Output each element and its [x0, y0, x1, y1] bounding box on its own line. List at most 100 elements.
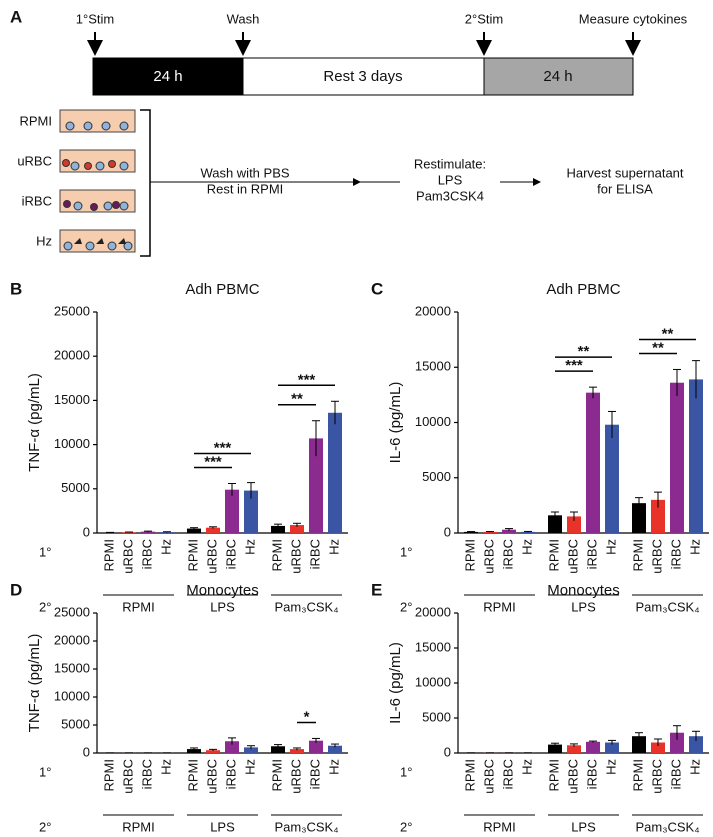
x-tick-label: RPMI: [630, 539, 645, 572]
phase-label: Rest 3 days: [323, 68, 402, 85]
group-label: LPS: [210, 599, 235, 614]
step-text: Restimulate:: [414, 156, 486, 171]
y-tick-label: 0: [444, 744, 451, 759]
x-tick-label: uRBC: [204, 759, 219, 794]
y-tick-label: 5000: [422, 709, 451, 724]
event-label: Wash: [227, 11, 260, 26]
x-tick-label: iRBC: [139, 539, 154, 569]
group-label: Pam₃CSK₄: [274, 599, 338, 614]
panel-label: C: [371, 279, 383, 298]
group-label: RPMI: [122, 819, 155, 834]
x-tick-label: iRBC: [223, 539, 238, 569]
step-text: Pam3CSK4: [416, 188, 484, 203]
y-tick-label: 20000: [415, 303, 451, 318]
bar: [651, 742, 665, 753]
chart-title: Monocytes: [186, 582, 259, 599]
y-tick-label: 15000: [415, 639, 451, 654]
y-tick-label: 10000: [54, 688, 90, 703]
event-label: Measure cytokines: [579, 11, 688, 26]
y-axis-label: IL-6 (pg/mL): [387, 642, 404, 724]
row-label: 2°: [39, 599, 51, 614]
panel-label: B: [10, 279, 22, 298]
bar: [271, 525, 285, 533]
bar: [225, 741, 239, 753]
event-arrows: [87, 32, 641, 56]
chart-title: Monocytes: [547, 582, 620, 599]
x-tick-label: Hz: [158, 759, 173, 775]
well-label: RPMI: [20, 113, 53, 128]
x-tick-label: RPMI: [101, 759, 116, 792]
schematic: A 1°Stim Wash 2°Stim Measure cytokines 2…: [10, 7, 688, 257]
significance-label: ***: [298, 371, 316, 388]
x-tick-label: Hz: [603, 759, 618, 775]
x-tick-label: iRBC: [223, 759, 238, 789]
bar: [187, 528, 201, 533]
x-tick-label: RPMI: [462, 759, 477, 792]
bar: [670, 382, 684, 533]
x-tick-label: RPMI: [185, 539, 200, 572]
bar: [244, 747, 258, 753]
bar: [632, 736, 646, 753]
x-tick-label: Hz: [242, 759, 257, 775]
bar: [206, 750, 220, 753]
x-tick-label: uRBC: [288, 759, 303, 794]
row-label: 1°: [39, 544, 51, 559]
group-label: RPMI: [483, 819, 516, 834]
group-label: LPS: [210, 819, 235, 834]
y-tick-label: 15000: [54, 392, 90, 407]
bar: [290, 525, 304, 533]
x-tick-label: iRBC: [307, 759, 322, 789]
bar: [225, 489, 239, 533]
x-tick-label: iRBC: [668, 759, 683, 789]
row-label: 2°: [400, 819, 412, 834]
x-tick-label: uRBC: [649, 759, 664, 794]
y-tick-label: 0: [83, 524, 90, 539]
bar: [548, 515, 562, 533]
x-tick-label: Hz: [687, 539, 702, 555]
bar: [141, 531, 155, 533]
bar: [605, 742, 619, 753]
x-tick-label: Hz: [519, 759, 534, 775]
y-tick-label: 0: [83, 744, 90, 759]
bar: [632, 503, 646, 533]
bar: [309, 740, 323, 753]
row-label: 2°: [39, 819, 51, 834]
bar: [122, 532, 136, 533]
step-text: for ELISA: [597, 181, 653, 196]
well-label: uRBC: [17, 153, 52, 168]
x-tick-label: RPMI: [462, 539, 477, 572]
y-tick-label: 5000: [422, 469, 451, 484]
well-label: iRBC: [22, 193, 52, 208]
panel-label: E: [371, 580, 382, 599]
bar: [689, 379, 703, 533]
x-tick-label: iRBC: [584, 539, 599, 569]
row-label: 1°: [400, 544, 412, 559]
bar: [548, 744, 562, 753]
significance-label: **: [662, 325, 674, 342]
y-tick-label: 20000: [54, 348, 90, 363]
x-tick-label: uRBC: [565, 759, 580, 794]
bar: [651, 499, 665, 533]
significance-label: **: [652, 339, 664, 356]
y-tick-label: 10000: [415, 674, 451, 689]
group-label: LPS: [571, 819, 596, 834]
group-label: Pam₃CSK₄: [635, 819, 699, 834]
x-tick-label: iRBC: [668, 539, 683, 569]
event-label: 2°Stim: [465, 11, 503, 26]
bar: [567, 516, 581, 533]
significance-label: ***: [214, 439, 232, 456]
y-tick-label: 5000: [61, 716, 90, 731]
group-label: Pam₃CSK₄: [274, 819, 338, 834]
x-tick-label: uRBC: [120, 539, 135, 574]
x-tick-label: uRBC: [565, 539, 580, 574]
x-tick-label: RPMI: [185, 759, 200, 792]
chart-title: Adh PBMC: [546, 281, 620, 298]
group-label: LPS: [571, 599, 596, 614]
bar: [328, 745, 342, 753]
y-axis-label: TNF-α (pg/mL): [26, 373, 43, 472]
step-text: LPS: [438, 172, 463, 187]
x-tick-label: uRBC: [204, 539, 219, 574]
x-tick-label: Hz: [326, 539, 341, 555]
x-tick-label: uRBC: [481, 539, 496, 574]
